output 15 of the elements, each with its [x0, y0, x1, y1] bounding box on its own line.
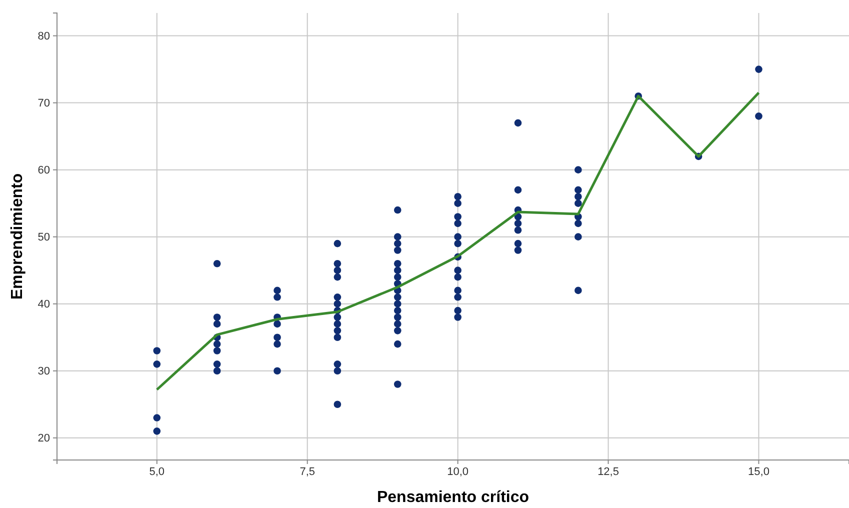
y-axis-title: Emprendimiento — [9, 173, 26, 300]
y-tick-label: 20 — [38, 432, 50, 444]
line-series — [156, 92, 760, 391]
x-tick-label: 10,0 — [447, 466, 469, 478]
x-tick-label: 7,5 — [300, 466, 316, 478]
y-tick-label: 60 — [38, 164, 50, 176]
x-tick-label: 12,5 — [598, 466, 619, 478]
y-tick-label: 80 — [38, 30, 50, 42]
x-tick-label: 15,0 — [748, 466, 770, 478]
y-tick-label: 50 — [38, 231, 50, 244]
y-tick-label: 40 — [38, 298, 50, 310]
y-tick-label: 30 — [38, 365, 50, 378]
y-tick-label: 70 — [38, 97, 50, 110]
x-axis-title: Pensamiento crítico — [376, 489, 530, 506]
x-tick-label: 5,0 — [149, 466, 165, 478]
